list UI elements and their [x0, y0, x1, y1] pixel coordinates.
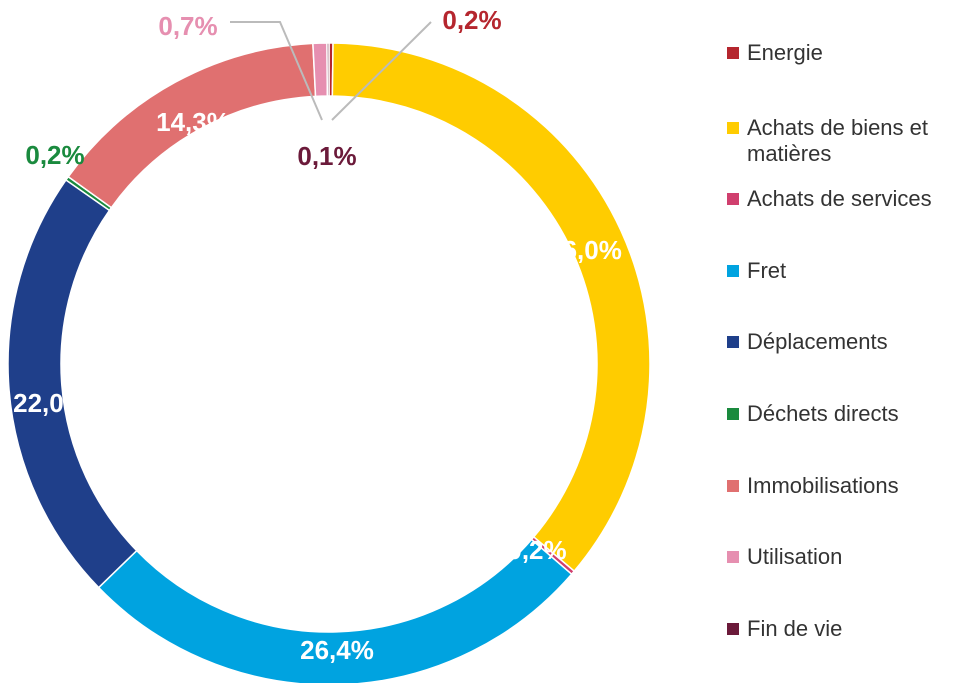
leader-line — [331, 21, 432, 121]
slice — [331, 42, 651, 573]
legend-swatch — [727, 408, 739, 420]
legend-label: Achats de biens et matières — [747, 115, 929, 166]
legend-label: Immobilisations — [747, 473, 899, 498]
data-label: 14,3% — [156, 107, 230, 137]
legend-item: Fin de vie — [727, 616, 964, 642]
slice — [326, 42, 330, 97]
legend-item: Immobilisations — [727, 473, 964, 499]
legend-item: Energie — [727, 40, 964, 66]
legend-label: Déplacements — [747, 329, 888, 354]
legend-swatch — [727, 265, 739, 277]
legend-label: Déchets directs — [747, 401, 899, 426]
leader-line — [230, 21, 323, 121]
data-label: 0,7% — [158, 11, 217, 41]
data-label: 0,1% — [297, 141, 356, 171]
data-label: 0,2% — [25, 140, 84, 170]
slice — [7, 178, 138, 589]
legend-swatch — [727, 336, 739, 348]
legend-item: Fret — [727, 258, 964, 284]
legend-swatch — [727, 122, 739, 134]
data-label: 36,0% — [548, 235, 622, 265]
data-label: 26,4% — [300, 635, 374, 665]
legend-item: Déchets directs — [727, 401, 964, 427]
legend-item: Déplacements — [727, 329, 964, 355]
legend-swatch — [727, 47, 739, 59]
legend-swatch — [727, 193, 739, 205]
legend-label: Utilisation — [747, 544, 843, 569]
legend-label: Energie — [747, 40, 823, 65]
legend-item: Achats de services — [727, 186, 964, 212]
data-label: 0,2% — [507, 535, 566, 565]
slice — [312, 42, 329, 98]
legend-item: Achats de biens et matières — [727, 115, 964, 167]
legend-item: Utilisation — [727, 544, 964, 570]
legend-swatch — [727, 480, 739, 492]
data-label: 22,0% — [13, 388, 87, 418]
chart: 0,2% 36,0% 0,2% 26,4% 22,0% 0,2% 14,3% 0,7% 0,1% — [7, 5, 651, 683]
data-label: 0,2% — [442, 5, 501, 35]
legend-swatch — [727, 623, 739, 635]
legend-swatch — [727, 551, 739, 563]
legend-label: Fret — [747, 258, 787, 283]
legend-label: Fin de vie — [747, 616, 843, 641]
legend-label: Achats de services — [747, 186, 932, 211]
